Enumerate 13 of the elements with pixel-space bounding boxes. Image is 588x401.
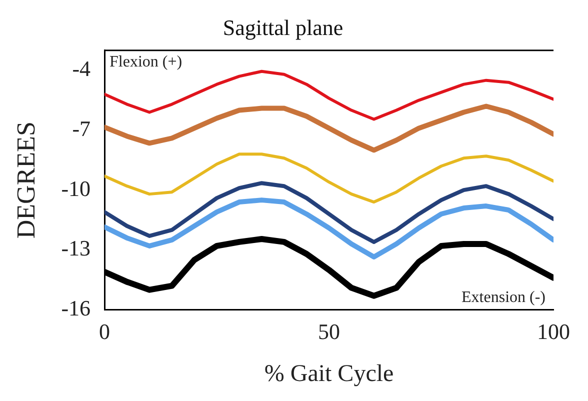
x-axis-title: % Gait Cycle bbox=[264, 360, 394, 387]
annotation: Flexion (+) bbox=[110, 54, 182, 71]
x-tick-label: 50 bbox=[318, 318, 340, 344]
y-tick-label: -7 bbox=[72, 116, 91, 141]
y-axis-title: DEGREES bbox=[11, 122, 40, 239]
y-tick-label: -10 bbox=[61, 176, 91, 201]
annotation: Extension (-) bbox=[462, 289, 546, 306]
x-tick-label: 0 bbox=[99, 318, 110, 344]
y-tick-label: -16 bbox=[61, 296, 91, 321]
x-tick-label: 100 bbox=[537, 318, 570, 344]
y-tick-label: -13 bbox=[61, 236, 91, 261]
chart-title: Sagittal plane bbox=[222, 14, 344, 40]
y-tick-label: -4 bbox=[72, 56, 91, 82]
